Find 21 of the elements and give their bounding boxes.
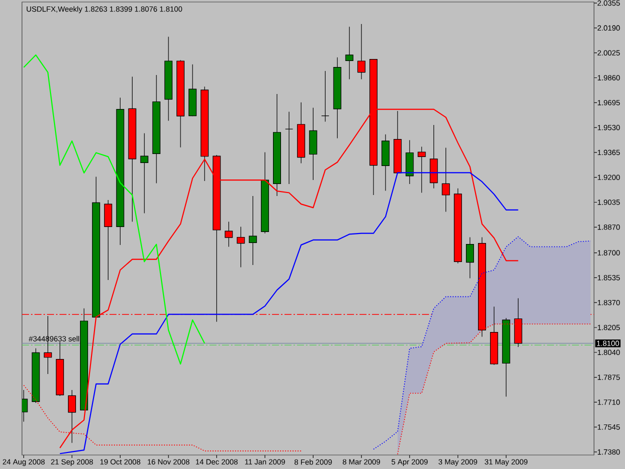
line-series	[23, 54, 206, 365]
candlestick	[345, 26, 354, 80]
candlestick	[152, 74, 160, 184]
candlestick	[272, 94, 281, 196]
candlestick	[116, 97, 124, 246]
candlestick	[333, 57, 342, 139]
candlestick	[466, 236, 474, 279]
candlestick	[224, 221, 233, 248]
candlestick	[260, 152, 269, 234]
candlestick	[248, 196, 257, 266]
candlestick	[68, 390, 76, 444]
candlestick	[128, 76, 136, 222]
candlestick	[285, 111, 294, 184]
candlestick	[164, 36, 172, 122]
candlestick	[80, 308, 88, 410]
candlestick	[309, 107, 318, 180]
candlestick	[140, 132, 148, 214]
candlestick	[382, 134, 390, 192]
candlestick	[236, 226, 245, 268]
candlestick	[176, 60, 185, 148]
candlestick	[442, 147, 450, 212]
